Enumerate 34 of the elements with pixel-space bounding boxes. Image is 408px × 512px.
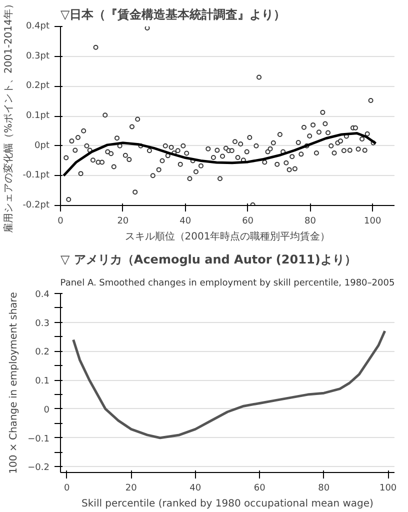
x-tick-label: 20 [125, 484, 138, 494]
y-tick-label: 0.4 [35, 290, 50, 300]
x-tick-label: 20 [117, 216, 129, 226]
y-tick-label: 0.4pt [26, 22, 50, 32]
x-tick-label: 0 [64, 484, 70, 494]
y-tick-label: -0.1pt [22, 170, 50, 181]
y-axis-title: 100 × Change in employment share [8, 292, 20, 474]
y-tick-label: -0.2pt [22, 200, 50, 210]
y-tick-label: 0.1 [35, 376, 50, 387]
y-tick-label: 0.3 [35, 318, 50, 329]
x-tick-label: 40 [180, 216, 192, 226]
x-tick-label: 60 [242, 216, 254, 226]
x-tick-label: 100 [364, 216, 382, 226]
x-axis-title: スキル順位（2001年時点の職種別平均賃金） [124, 230, 330, 242]
x-tick-label: 0 [58, 216, 64, 226]
x-axis-title: Skill percentile (ranked by 1980 occupational mean wage) [82, 498, 374, 510]
y-tick-label: 0.3pt [26, 51, 50, 62]
y-tick-label: 0 [44, 405, 50, 416]
y-tick-label: −0.1 [28, 434, 50, 444]
chart-title: ▽ アメリカ（Acemoglu and Autor (2011)より） [60, 252, 356, 266]
chart-title: ▽日本（『賃金構造基本統計調査』より） [60, 8, 286, 22]
y-tick-label: 0.2 [35, 348, 50, 358]
y-tick-label: 0.1pt [26, 111, 50, 121]
y-tick-label: 0.2pt [26, 81, 50, 92]
line-series [72, 330, 386, 440]
x-tick-label: 40 [190, 484, 202, 494]
x-tick-label: 60 [254, 484, 266, 494]
chart-subtitle: Panel A. Smoothed changes in employment by skill percentile, 1980–2005 [60, 278, 395, 288]
y-axis-title: 雇用シェアの変化幅（%ポイント、2001-2014年） [2, 0, 15, 234]
x-tick-label: 100 [379, 484, 397, 494]
y-tick-label: 0pt [34, 140, 50, 151]
y-tick-label: −0.2 [28, 463, 50, 474]
x-tick-label: 80 [318, 484, 330, 494]
x-tick-label: 80 [304, 216, 316, 226]
